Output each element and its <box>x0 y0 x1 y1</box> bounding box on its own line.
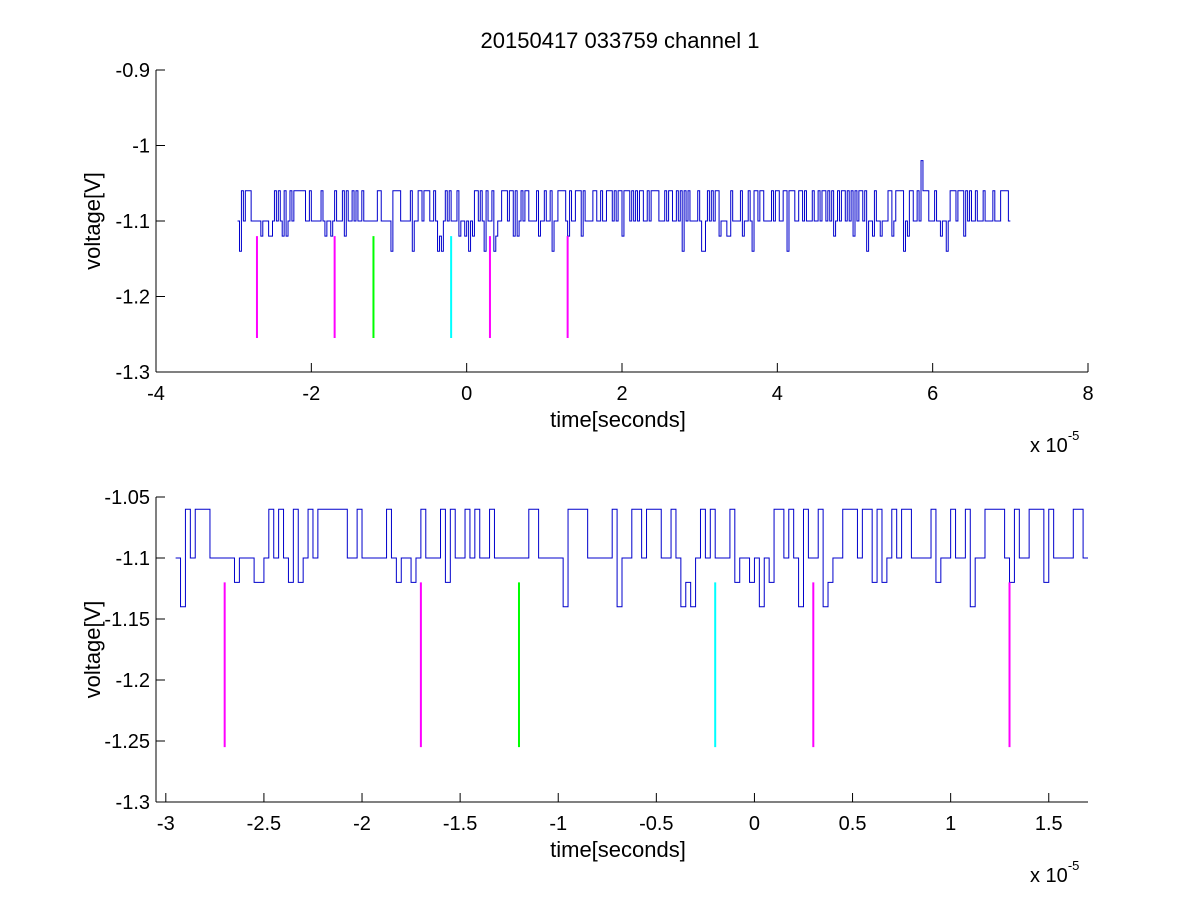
x-tick-label: -3 <box>157 813 175 835</box>
y-axis-label: voltage[V] <box>80 172 105 270</box>
x-tick-label: 0 <box>749 813 760 835</box>
y-tick-label: -1.1 <box>116 211 150 233</box>
signal-trace <box>175 508 1088 608</box>
y-tick-label: -0.9 <box>116 60 150 82</box>
y-tick-label: -1.3 <box>116 792 150 814</box>
x-tick-label: -1.5 <box>443 813 477 835</box>
x-tick-label: -2 <box>302 383 320 405</box>
y-tick-label: -1.2 <box>116 670 150 692</box>
y-tick-label: -1.15 <box>104 609 150 631</box>
x-axis-label: time[seconds] <box>550 407 686 432</box>
x-axis-multiplier-base: x 10 <box>1030 435 1068 457</box>
y-tick-label: -1.3 <box>116 362 150 384</box>
x-tick-label: 0 <box>461 383 472 405</box>
signal-trace <box>237 160 1011 252</box>
x-tick-label: -4 <box>147 383 165 405</box>
figure-title: 20150417 033759 channel 1 <box>481 28 760 53</box>
y-tick-label: -1.1 <box>116 548 150 570</box>
x-tick-label: 1 <box>945 813 956 835</box>
x-tick-label: 6 <box>927 383 938 405</box>
x-tick-label: -2.5 <box>247 813 281 835</box>
x-axis-multiplier: x 10-5 <box>1030 428 1079 457</box>
x-axis-multiplier-exponent: -5 <box>1068 428 1080 443</box>
bottom-subplot: -3 -2.5 -2 -1.5 -1 -0.5 0 0.5 1 1.5 -1.3 -1.25 -1.2 -… <box>80 487 1088 887</box>
y-tick-label: -1.25 <box>104 731 150 753</box>
x-tick-label: 4 <box>772 383 783 405</box>
x-axis-multiplier: x 10-5 <box>1030 858 1079 887</box>
x-tick-label: 2 <box>616 383 627 405</box>
x-tick-label: -2 <box>353 813 371 835</box>
y-axis-label: voltage[V] <box>80 601 105 699</box>
y-tick-label: -1.05 <box>104 487 150 509</box>
y-tick-label: -1 <box>132 136 150 158</box>
x-tick-label: 1.5 <box>1035 813 1063 835</box>
top-subplot: -4 -2 0 2 4 6 8 -1.3 -1.2 -1.1 -1 -0.9 time[seconds]… <box>80 60 1094 457</box>
x-axis-label: time[seconds] <box>550 837 686 862</box>
x-tick-label: -1 <box>549 813 567 835</box>
y-tick-label: -1.2 <box>116 287 150 309</box>
x-axis-multiplier-exponent: -5 <box>1068 858 1080 873</box>
x-tick-label: 8 <box>1082 383 1093 405</box>
x-tick-label: -0.5 <box>639 813 673 835</box>
x-tick-label: 0.5 <box>839 813 867 835</box>
x-axis-multiplier-base: x 10 <box>1030 865 1068 887</box>
